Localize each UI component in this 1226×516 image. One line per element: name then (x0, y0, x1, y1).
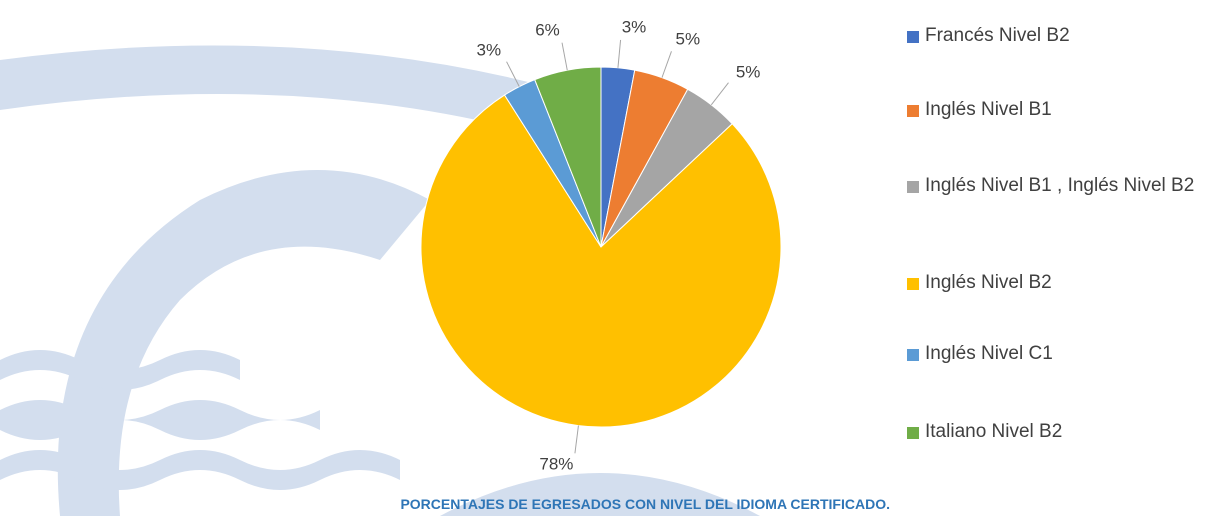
legend-swatch (907, 181, 919, 193)
leader-line (618, 40, 621, 68)
legend-label: Inglés Nivel B1 , Inglés Nivel B2 (925, 175, 1194, 196)
leader-line (662, 51, 671, 77)
legend-item: Italiano Nivel B2 (907, 418, 1222, 446)
data-label: 3% (622, 17, 647, 36)
legend-item: Inglés Nivel B1 , Inglés Nivel B2 (907, 172, 1222, 200)
legend-label: Inglés Nivel B2 (925, 272, 1052, 293)
leader-line (562, 43, 567, 71)
legend-item: Inglés Nivel B2 (907, 269, 1222, 297)
legend-swatch (907, 427, 919, 439)
page: 3% 5% 5% 78% 3% 6% Francés Nivel B2 Inglés Niv… (0, 0, 1226, 516)
legend-label: Inglés Nivel B1 (925, 99, 1052, 120)
legend-item: Francés Nivel B2 (907, 22, 1222, 50)
data-label: 6% (535, 20, 560, 39)
legend-label: Francés Nivel B2 (925, 25, 1070, 46)
data-label: 3% (477, 40, 502, 59)
legend-label: Italiano Nivel B2 (925, 421, 1062, 442)
chart-title: PORCENTAJES DE EGRESADOS CON NIVEL DEL I… (330, 496, 890, 512)
leader-line (711, 83, 728, 105)
legend-item: Inglés Nivel B1 (907, 96, 1222, 124)
data-label: 5% (736, 63, 761, 82)
legend-swatch (907, 349, 919, 361)
legend-swatch (907, 31, 919, 43)
legend-swatch (907, 278, 919, 290)
legend-swatch (907, 105, 919, 117)
leader-line (575, 426, 579, 454)
data-label: 78% (539, 455, 573, 474)
data-label: 5% (676, 29, 701, 48)
legend-item: Inglés Nivel C1 (907, 340, 1222, 368)
legend-label: Inglés Nivel C1 (925, 343, 1053, 364)
